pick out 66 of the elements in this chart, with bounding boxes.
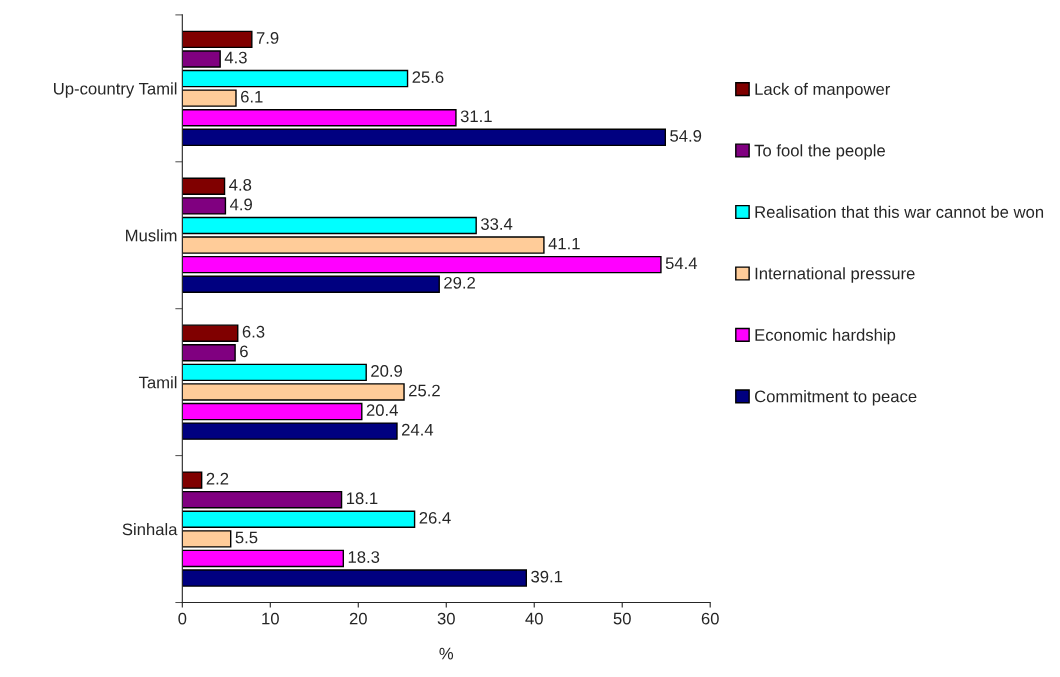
bar bbox=[182, 128, 667, 147]
bar bbox=[182, 255, 662, 274]
legend-label: To fool the people bbox=[754, 144, 885, 160]
bar bbox=[182, 422, 398, 440]
data-label: 6 bbox=[240, 345, 248, 358]
x-tick-label: 60 bbox=[701, 612, 719, 625]
data-label: 4.8 bbox=[229, 178, 252, 191]
bar bbox=[182, 89, 237, 107]
data-label: 7.9 bbox=[256, 32, 279, 44]
data-label: 20.4 bbox=[366, 404, 398, 417]
data-label: 33.4 bbox=[480, 218, 513, 230]
bar bbox=[182, 177, 226, 196]
bar bbox=[182, 490, 343, 509]
data-label: 39.1 bbox=[531, 570, 563, 583]
bar bbox=[182, 530, 232, 548]
bar bbox=[182, 402, 363, 421]
bar bbox=[182, 69, 409, 88]
legend-label: Commitment to peace bbox=[754, 390, 917, 406]
legend-label: Economic hardship bbox=[755, 328, 896, 345]
x-axis-title: % bbox=[439, 647, 454, 660]
x-tick-label: 10 bbox=[262, 612, 279, 625]
data-label: 5.5 bbox=[235, 531, 258, 544]
bar bbox=[182, 50, 221, 68]
bar bbox=[182, 344, 236, 362]
data-label: 31.1 bbox=[460, 110, 492, 123]
legend-label: Realisation that this war cannot be won bbox=[755, 205, 1044, 218]
data-label: 29.2 bbox=[444, 276, 475, 289]
data-label: 25.2 bbox=[409, 384, 440, 397]
data-label: 25.6 bbox=[412, 71, 444, 84]
bar bbox=[182, 549, 345, 568]
x-tick-label: 20 bbox=[349, 612, 367, 625]
bar bbox=[182, 471, 203, 489]
bar bbox=[182, 197, 227, 215]
y-tick-label: Sinhala bbox=[122, 523, 178, 536]
data-label: 6.3 bbox=[242, 325, 265, 338]
data-label: 6.1 bbox=[241, 90, 263, 103]
data-label: 18.3 bbox=[348, 551, 380, 563]
bar bbox=[182, 510, 416, 529]
bar bbox=[182, 109, 457, 127]
data-label: 4.3 bbox=[224, 51, 247, 64]
data-label: 4.9 bbox=[229, 198, 252, 211]
y-tick-label: Up-country Tamil bbox=[54, 82, 177, 98]
bar bbox=[182, 216, 477, 235]
x-tick-label: 30 bbox=[437, 612, 455, 625]
x-tick-label: 50 bbox=[613, 612, 631, 625]
bar bbox=[182, 569, 528, 587]
x-tick-label: 40 bbox=[525, 612, 543, 625]
data-label: 24.4 bbox=[402, 423, 434, 436]
legend-label: Lack of manpower bbox=[755, 82, 891, 99]
bar bbox=[182, 324, 239, 342]
data-label: 2.2 bbox=[206, 472, 229, 485]
bar bbox=[182, 30, 253, 49]
legend-label: International pressure bbox=[755, 267, 915, 283]
data-label: 18.1 bbox=[347, 492, 378, 505]
y-tick-label: Muslim bbox=[126, 229, 177, 242]
bar bbox=[182, 363, 367, 382]
data-label: 54.9 bbox=[670, 129, 702, 142]
bar bbox=[182, 275, 440, 293]
bar bbox=[182, 383, 405, 401]
x-tick-label: 0 bbox=[178, 612, 187, 625]
data-label: 41.1 bbox=[548, 237, 580, 250]
bar bbox=[182, 236, 545, 254]
data-label: 20.9 bbox=[371, 365, 403, 377]
data-label: 54.4 bbox=[665, 257, 698, 270]
y-tick-label: Tamil bbox=[138, 376, 177, 389]
data-label: 26.4 bbox=[419, 511, 451, 524]
